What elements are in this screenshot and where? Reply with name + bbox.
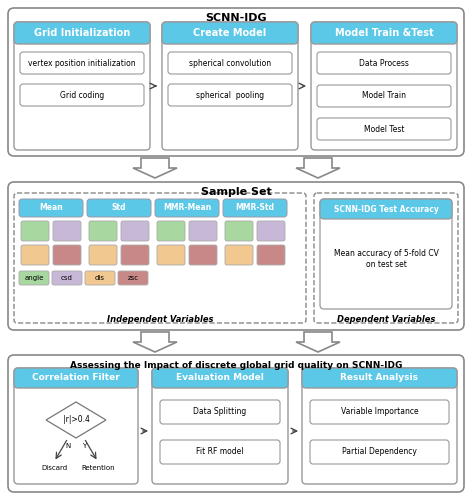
Text: Data Splitting: Data Splitting xyxy=(194,408,247,416)
Text: Data Process: Data Process xyxy=(359,58,409,68)
FancyBboxPatch shape xyxy=(157,221,185,241)
FancyBboxPatch shape xyxy=(20,84,144,106)
FancyBboxPatch shape xyxy=(168,84,292,106)
FancyBboxPatch shape xyxy=(14,193,306,323)
FancyBboxPatch shape xyxy=(162,22,298,44)
Text: Partial Dependency: Partial Dependency xyxy=(342,448,417,456)
FancyBboxPatch shape xyxy=(160,400,280,424)
Text: zsc: zsc xyxy=(127,275,139,281)
FancyBboxPatch shape xyxy=(320,199,452,309)
FancyBboxPatch shape xyxy=(121,221,149,241)
Text: Grid Initialization: Grid Initialization xyxy=(34,28,130,38)
FancyBboxPatch shape xyxy=(189,245,217,265)
Text: Sample Set: Sample Set xyxy=(201,187,271,197)
Text: Correlation Filter: Correlation Filter xyxy=(32,374,120,382)
FancyBboxPatch shape xyxy=(118,271,148,285)
Polygon shape xyxy=(296,332,340,352)
FancyBboxPatch shape xyxy=(310,440,449,464)
FancyBboxPatch shape xyxy=(160,440,280,464)
FancyBboxPatch shape xyxy=(85,271,115,285)
FancyBboxPatch shape xyxy=(225,221,253,241)
Text: vertex position initialization: vertex position initialization xyxy=(28,58,136,68)
FancyBboxPatch shape xyxy=(14,368,138,484)
FancyBboxPatch shape xyxy=(52,271,82,285)
Text: N: N xyxy=(66,443,71,449)
FancyBboxPatch shape xyxy=(317,52,451,74)
FancyBboxPatch shape xyxy=(14,22,150,44)
Text: Dependent Variables: Dependent Variables xyxy=(337,314,435,324)
FancyBboxPatch shape xyxy=(168,52,292,74)
FancyBboxPatch shape xyxy=(89,245,117,265)
Text: SCNN-IDG: SCNN-IDG xyxy=(205,13,267,23)
Text: MMR-Mean: MMR-Mean xyxy=(163,204,211,212)
FancyBboxPatch shape xyxy=(155,199,219,217)
FancyBboxPatch shape xyxy=(121,245,149,265)
FancyBboxPatch shape xyxy=(19,199,83,217)
Text: Result Analysis: Result Analysis xyxy=(340,374,419,382)
FancyBboxPatch shape xyxy=(257,221,285,241)
Text: MMR-Std: MMR-Std xyxy=(236,204,275,212)
Text: Fit RF model: Fit RF model xyxy=(196,448,244,456)
Text: Y: Y xyxy=(82,443,86,449)
Polygon shape xyxy=(46,402,106,438)
Text: Variable Importance: Variable Importance xyxy=(341,408,418,416)
FancyBboxPatch shape xyxy=(311,22,457,150)
FancyBboxPatch shape xyxy=(257,245,285,265)
FancyBboxPatch shape xyxy=(21,245,49,265)
Text: Grid coding: Grid coding xyxy=(60,90,104,100)
FancyBboxPatch shape xyxy=(189,221,217,241)
Text: csd: csd xyxy=(61,275,73,281)
Text: Evaluation Model: Evaluation Model xyxy=(176,374,264,382)
FancyBboxPatch shape xyxy=(19,271,49,285)
Text: |r|>0.4: |r|>0.4 xyxy=(63,416,89,424)
FancyBboxPatch shape xyxy=(225,245,253,265)
FancyBboxPatch shape xyxy=(20,52,144,74)
Polygon shape xyxy=(133,332,177,352)
FancyBboxPatch shape xyxy=(53,221,81,241)
Text: Independent Variables: Independent Variables xyxy=(107,314,213,324)
Text: dis: dis xyxy=(95,275,105,281)
Text: Discard: Discard xyxy=(41,465,67,471)
Text: Model Test: Model Test xyxy=(364,124,404,134)
FancyBboxPatch shape xyxy=(21,221,49,241)
Text: SCNN-IDG Test Accuracy: SCNN-IDG Test Accuracy xyxy=(334,204,438,214)
Text: spherical  pooling: spherical pooling xyxy=(196,90,264,100)
Text: Std: Std xyxy=(112,204,126,212)
FancyBboxPatch shape xyxy=(317,85,451,107)
FancyBboxPatch shape xyxy=(87,199,151,217)
FancyBboxPatch shape xyxy=(8,182,464,330)
FancyBboxPatch shape xyxy=(152,368,288,388)
Text: spherical convolution: spherical convolution xyxy=(189,58,271,68)
Polygon shape xyxy=(296,158,340,178)
FancyBboxPatch shape xyxy=(223,199,287,217)
Text: Model Train &Test: Model Train &Test xyxy=(335,28,433,38)
Text: Mean: Mean xyxy=(39,204,63,212)
FancyBboxPatch shape xyxy=(152,368,288,484)
FancyBboxPatch shape xyxy=(314,193,458,323)
FancyBboxPatch shape xyxy=(320,199,452,219)
Text: Assessing the Impact of discrete global grid quality on SCNN-IDG: Assessing the Impact of discrete global … xyxy=(70,360,402,370)
Text: Retention: Retention xyxy=(81,465,115,471)
Text: Mean accuracy of 5-fold CV
on test set: Mean accuracy of 5-fold CV on test set xyxy=(334,250,438,268)
FancyBboxPatch shape xyxy=(8,355,464,492)
FancyBboxPatch shape xyxy=(14,368,138,388)
Text: angle: angle xyxy=(25,275,44,281)
FancyBboxPatch shape xyxy=(53,245,81,265)
Polygon shape xyxy=(133,158,177,178)
FancyBboxPatch shape xyxy=(14,22,150,150)
FancyBboxPatch shape xyxy=(311,22,457,44)
FancyBboxPatch shape xyxy=(89,221,117,241)
FancyBboxPatch shape xyxy=(162,22,298,150)
FancyBboxPatch shape xyxy=(302,368,457,388)
Text: Create Model: Create Model xyxy=(194,28,267,38)
FancyBboxPatch shape xyxy=(317,118,451,140)
FancyBboxPatch shape xyxy=(302,368,457,484)
FancyBboxPatch shape xyxy=(157,245,185,265)
FancyBboxPatch shape xyxy=(310,400,449,424)
FancyBboxPatch shape xyxy=(8,8,464,156)
Text: Model Train: Model Train xyxy=(362,92,406,100)
